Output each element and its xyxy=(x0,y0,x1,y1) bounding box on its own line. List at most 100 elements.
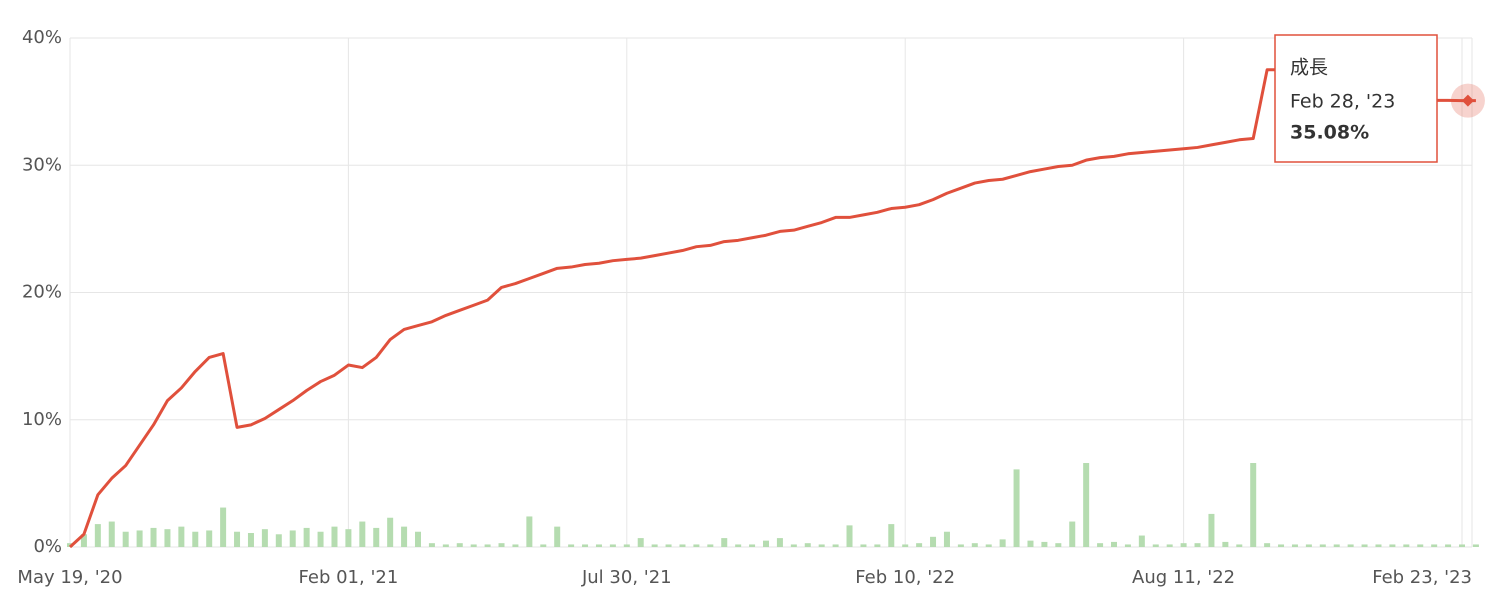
volume-bar xyxy=(693,544,700,547)
volume-bar xyxy=(1459,544,1465,547)
y-tick-label: 30% xyxy=(22,154,62,175)
volume-bar xyxy=(1305,544,1312,547)
hover-marker xyxy=(1461,94,1474,107)
volume-bar xyxy=(943,531,950,547)
x-tick-label: Jul 30, '21 xyxy=(581,567,672,588)
volume-bar xyxy=(178,526,185,547)
volume-bar xyxy=(707,544,714,547)
volume-bar xyxy=(1333,544,1340,547)
y-tick-label: 10% xyxy=(22,409,62,430)
volume-bar xyxy=(220,507,227,547)
volume-bar xyxy=(1152,544,1159,547)
plot-area: 0% 10% 20% 30% 40% May 19, '20 Feb 01, '21 Jul … xyxy=(17,27,1485,588)
volume-bar xyxy=(1375,544,1382,547)
volume-bar xyxy=(359,521,366,547)
x-tick-label: Feb 23, '23 xyxy=(1372,567,1472,588)
volume-bar xyxy=(1278,544,1285,547)
volume-bar xyxy=(331,526,338,547)
volume-bar xyxy=(401,526,408,547)
volume-bar xyxy=(1417,544,1424,547)
volume-bar xyxy=(1208,513,1215,547)
volume-bar xyxy=(1027,540,1034,547)
volume-bar xyxy=(832,544,839,547)
volume-bar xyxy=(428,543,435,547)
volume-bar xyxy=(623,544,630,547)
volume-bar xyxy=(860,544,867,547)
y-tick-label: 40% xyxy=(22,27,62,48)
volume-bar xyxy=(790,544,797,547)
volume-bar xyxy=(971,543,978,547)
volume-bar xyxy=(1445,544,1452,547)
volume-bar xyxy=(234,531,241,547)
volume-bar xyxy=(665,544,672,547)
volume-bar xyxy=(804,543,811,547)
volume-bar xyxy=(1111,541,1117,547)
volume-bar xyxy=(1250,463,1257,547)
volume-bar xyxy=(442,544,449,547)
volume-bar xyxy=(470,544,477,547)
volume-bar xyxy=(1222,541,1229,547)
volume-bar xyxy=(122,531,129,547)
volume-bar xyxy=(874,544,881,547)
y-tick-label: 0% xyxy=(33,536,62,557)
volume-bar xyxy=(568,544,575,547)
volume-bar xyxy=(317,531,324,547)
volume-bar xyxy=(735,544,742,547)
tooltip: 成長 Feb 28, '23 35.08% xyxy=(1274,34,1438,163)
volume-bar xyxy=(456,543,463,547)
volume-bar xyxy=(192,531,199,547)
volume-bar xyxy=(957,544,964,547)
volume-bar xyxy=(108,521,115,547)
volume-bar xyxy=(763,540,769,547)
volume-bar xyxy=(999,539,1006,547)
volume-bar xyxy=(1194,543,1201,547)
x-tick-label: Feb 01, '21 xyxy=(299,567,399,588)
volume-bar xyxy=(1124,544,1131,547)
volume-bar xyxy=(1291,544,1298,547)
volume-bar xyxy=(345,529,352,547)
volume-bar xyxy=(484,544,491,547)
volume-bar xyxy=(651,544,658,547)
volume-bar xyxy=(554,526,561,547)
volume-bar xyxy=(150,527,157,547)
volume-bar xyxy=(1431,544,1438,547)
volume-bar xyxy=(289,530,296,547)
volume-bar xyxy=(1083,463,1090,547)
volume-bar xyxy=(164,529,171,547)
volume-bar xyxy=(1264,543,1271,547)
volume-bar xyxy=(387,517,394,547)
volume-bar xyxy=(1097,543,1104,547)
volume-bar xyxy=(637,538,644,547)
volume-bar xyxy=(1166,544,1173,547)
volume-bar xyxy=(888,524,895,547)
y-tick-label: 20% xyxy=(22,282,62,303)
volume-bar xyxy=(415,531,421,547)
volume-bar xyxy=(749,544,756,547)
volume-bar xyxy=(930,536,937,547)
volume-bar xyxy=(526,516,533,547)
volume-bar xyxy=(846,525,853,547)
volume-bar xyxy=(985,544,992,547)
volume-bar xyxy=(275,534,282,547)
volume-bar xyxy=(373,527,380,547)
volume-bar xyxy=(1013,469,1020,547)
tooltip-value: 35.08% xyxy=(1290,122,1369,144)
volume-bar xyxy=(498,543,505,547)
volume-bar xyxy=(595,544,602,547)
volume-bar xyxy=(1180,543,1187,547)
volume-bar xyxy=(1472,544,1479,547)
volume-bar xyxy=(1389,544,1396,547)
volume-bar xyxy=(609,544,616,547)
volume-bar xyxy=(1403,544,1410,547)
volume-bar xyxy=(1138,535,1145,547)
volume-bar xyxy=(1236,544,1243,547)
volume-bar xyxy=(261,529,268,547)
volume-bar xyxy=(1069,521,1076,547)
volume-bar xyxy=(1319,544,1326,547)
volume-bar xyxy=(247,533,254,547)
x-tick-label: May 19, '20 xyxy=(17,567,122,588)
growth-line xyxy=(68,68,1476,549)
volume-bar xyxy=(540,544,547,547)
volume-bar xyxy=(136,530,143,547)
x-tick-label: Feb 10, '22 xyxy=(855,567,955,588)
